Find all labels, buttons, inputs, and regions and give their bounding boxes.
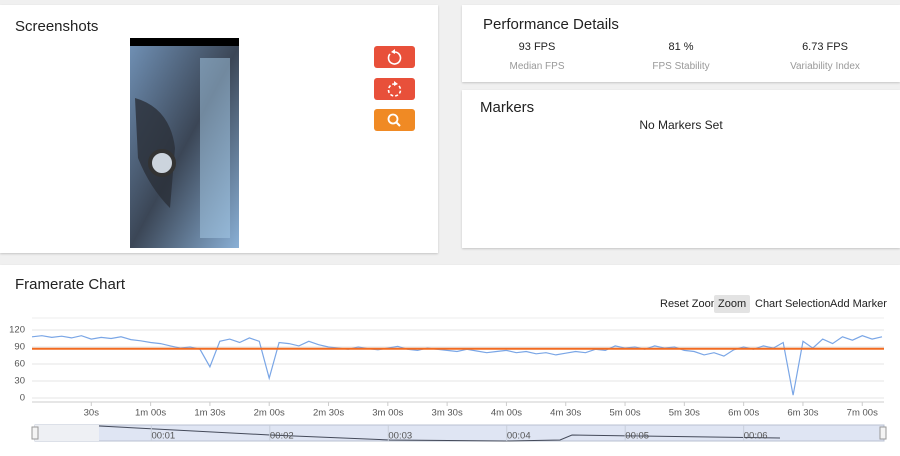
navigator-label: 00:03 <box>388 431 412 442</box>
empty-message: No Markers Set <box>639 118 723 132</box>
navigator-label: 00:01 <box>151 431 175 442</box>
stat-label: Variability Index <box>790 61 860 72</box>
card-title: Screenshots <box>15 18 99 35</box>
x-tick-label: 2m 30s <box>313 408 344 419</box>
zoom-button[interactable]: Reset Zoom <box>660 298 720 310</box>
x-tick-label: 5m 00s <box>609 408 640 419</box>
stat-label: Median FPS <box>509 61 565 72</box>
stat: 6.73 FPS Variability Index <box>755 41 895 72</box>
card-title: Framerate Chart <box>15 276 126 293</box>
x-tick-label: 4m 30s <box>550 408 581 419</box>
y-tick-label: 120 <box>9 325 25 336</box>
chart: 0 30 60 90 120 30s 1m 00s 1m 30s 2m 00s 2m 30s 3m … <box>9 317 887 442</box>
y-tick-label: 60 <box>14 359 25 370</box>
stat-label: FPS Stability <box>652 61 710 72</box>
navigator-label: 00:06 <box>744 431 768 442</box>
x-tick-label: 5m 30s <box>669 408 700 419</box>
zoom-button[interactable]: Chart Selection <box>755 298 831 310</box>
framerate-card: Framerate Chart Reset Zoom Zoom Chart Sele… <box>0 265 900 456</box>
x-tick-label: 3m 30s <box>432 408 463 419</box>
performance-card: Performance Details 93 FPS Median FPS 81 %… <box>462 5 900 82</box>
y-tick-label: 90 <box>14 342 25 353</box>
card-title: Markers <box>480 99 535 116</box>
navigator-mask <box>35 425 99 441</box>
x-tick-label: 30s <box>84 408 100 419</box>
x-tick-label: 6m 00s <box>728 408 759 419</box>
x-tick-label: 1m 30s <box>194 408 225 419</box>
x-tick-label: 7m 00s <box>847 408 878 419</box>
navigator-label: 00:02 <box>270 431 294 442</box>
zoom-button[interactable]: Add Marker <box>830 298 887 310</box>
stat-value: 93 FPS <box>518 41 556 53</box>
screenshots-card: Screenshots <box>0 5 438 253</box>
x-tick-label: 3m 00s <box>372 408 403 419</box>
stat-value: 81 % <box>668 41 694 53</box>
navigator-handle[interactable] <box>31 426 39 440</box>
stat: 93 FPS Median FPS <box>467 41 607 72</box>
navigator-label: 00:05 <box>625 431 649 442</box>
navigator-line <box>98 425 781 442</box>
x-tick-label: 1m 00s <box>135 408 166 419</box>
screenshot-image <box>130 38 239 248</box>
x-tick-label: 4m 00s <box>491 408 522 419</box>
markers-card: Markers No Markers Set <box>462 90 900 248</box>
zoom-button[interactable] <box>374 109 415 131</box>
stat-value: 6.73 FPS <box>802 41 848 53</box>
stat: 81 % FPS Stability <box>611 41 751 72</box>
rotate-left-button[interactable] <box>374 46 415 68</box>
y-tick-label: 30 <box>14 376 25 387</box>
fps-line <box>31 335 883 396</box>
rotate-right-button[interactable] <box>374 78 415 100</box>
y-tick-label: 0 <box>20 393 25 404</box>
card-title: Performance Details <box>483 16 619 33</box>
x-tick-label: 6m 30s <box>787 408 818 419</box>
navigator-handle[interactable] <box>879 426 887 440</box>
navigator-label: 00:04 <box>507 431 531 442</box>
zoom-button[interactable]: Zoom <box>714 295 751 313</box>
x-tick-label: 2m 00s <box>254 408 285 419</box>
